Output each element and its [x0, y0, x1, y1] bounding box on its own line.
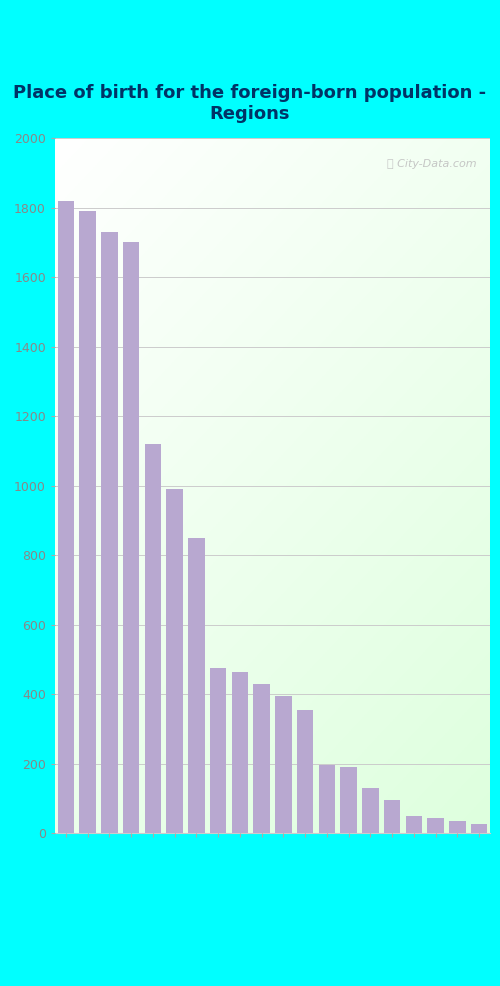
Bar: [340, 767, 357, 833]
Bar: [384, 801, 400, 833]
Bar: [406, 815, 422, 833]
Bar: [232, 671, 248, 833]
Bar: [449, 821, 466, 833]
Bar: [318, 765, 335, 833]
Bar: [188, 537, 204, 833]
Bar: [297, 710, 314, 833]
Bar: [58, 200, 74, 833]
Bar: [254, 683, 270, 833]
Bar: [210, 669, 226, 833]
Bar: [471, 824, 488, 833]
Bar: [123, 243, 140, 833]
Bar: [362, 788, 378, 833]
Bar: [166, 489, 183, 833]
Bar: [101, 232, 117, 833]
Text: ⓘ City-Data.com: ⓘ City-Data.com: [388, 159, 477, 169]
Bar: [428, 817, 444, 833]
Bar: [144, 444, 161, 833]
Bar: [80, 211, 96, 833]
Text: Place of birth for the foreign-born population -
Regions: Place of birth for the foreign-born popu…: [14, 85, 486, 123]
Bar: [275, 696, 291, 833]
